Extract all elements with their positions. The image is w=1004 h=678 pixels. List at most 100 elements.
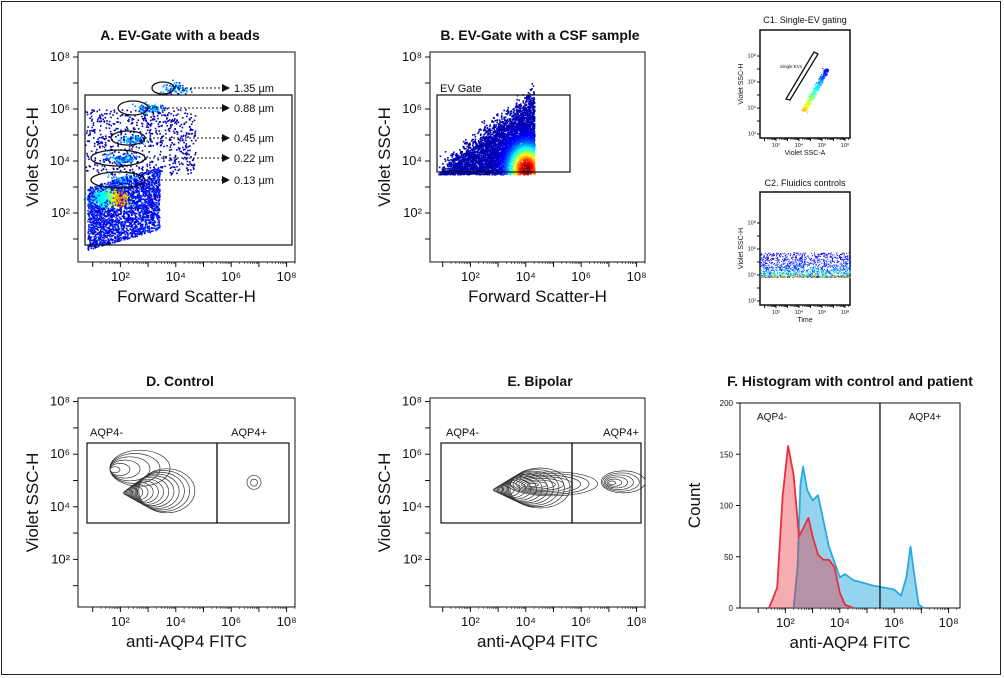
event-point xyxy=(183,89,186,91)
event-point xyxy=(120,196,123,198)
event-point xyxy=(135,208,137,210)
event-point xyxy=(102,191,105,194)
event-point xyxy=(193,119,196,122)
event-point xyxy=(132,128,135,130)
event-point xyxy=(144,145,146,147)
event-point xyxy=(89,186,92,189)
event-point xyxy=(107,210,109,212)
event-point xyxy=(118,233,121,235)
event-point xyxy=(126,177,128,179)
event-point xyxy=(115,202,117,204)
event-point xyxy=(153,186,155,189)
event-point xyxy=(99,224,101,226)
event-point xyxy=(111,206,114,209)
event-point xyxy=(177,87,179,89)
event-point xyxy=(90,129,93,132)
event-point xyxy=(129,195,132,198)
event-point xyxy=(135,158,138,160)
event-point xyxy=(129,209,131,212)
event-point xyxy=(181,138,184,141)
event-point xyxy=(164,114,166,116)
event-point xyxy=(172,130,175,133)
event-point xyxy=(126,220,129,223)
event-point xyxy=(115,127,118,130)
event-point xyxy=(187,149,189,152)
event-point xyxy=(122,200,124,203)
event-point xyxy=(135,152,138,154)
event-point xyxy=(129,199,132,201)
event-point xyxy=(98,114,101,117)
event-point xyxy=(156,196,159,199)
event-point xyxy=(110,173,112,175)
event-point xyxy=(89,165,91,168)
event-point xyxy=(120,204,123,207)
event-point xyxy=(104,144,107,147)
event-point xyxy=(115,157,117,160)
event-point xyxy=(99,146,101,149)
event-point xyxy=(91,211,94,213)
event-point xyxy=(108,222,110,225)
event-point xyxy=(168,149,171,151)
event-point xyxy=(130,138,133,140)
event-point xyxy=(117,158,119,160)
event-point xyxy=(135,165,138,167)
event-point xyxy=(97,211,100,213)
event-point xyxy=(154,177,156,180)
event-point xyxy=(99,190,101,193)
event-point xyxy=(146,223,148,226)
event-point xyxy=(125,136,128,138)
event-point xyxy=(90,244,93,247)
event-point xyxy=(114,211,116,213)
event-point xyxy=(122,191,125,193)
event-point xyxy=(126,180,129,182)
event-point xyxy=(91,186,93,189)
event-point xyxy=(166,107,169,110)
event-point xyxy=(186,160,189,163)
event-point xyxy=(122,227,125,230)
event-point xyxy=(140,182,143,184)
event-point xyxy=(91,226,94,229)
event-point xyxy=(507,145,510,148)
event-point xyxy=(103,213,105,215)
event-point xyxy=(101,227,103,230)
event-point xyxy=(124,196,127,198)
event-point xyxy=(149,139,151,141)
event-point xyxy=(189,125,191,128)
event-point xyxy=(149,135,152,137)
event-point xyxy=(132,219,134,222)
event-point xyxy=(185,146,187,148)
event-point xyxy=(138,228,140,230)
event-point xyxy=(169,167,172,169)
event-point xyxy=(113,168,115,171)
event-point xyxy=(150,195,153,198)
event-point xyxy=(180,123,183,126)
event-point xyxy=(118,151,120,154)
event-point xyxy=(147,226,150,229)
event-point xyxy=(130,176,133,178)
event-point xyxy=(91,242,94,245)
event-point xyxy=(96,120,99,123)
event-point xyxy=(133,183,136,185)
event-point xyxy=(118,230,120,233)
event-point xyxy=(155,206,158,209)
event-point xyxy=(94,205,97,208)
event-point xyxy=(121,205,124,208)
event-point xyxy=(145,205,148,207)
event-point xyxy=(190,163,193,166)
event-point xyxy=(88,223,90,226)
event-point xyxy=(97,188,100,190)
event-point xyxy=(119,240,121,242)
event-point xyxy=(117,184,119,186)
event-point xyxy=(113,190,116,193)
event-point xyxy=(156,108,159,111)
event-point xyxy=(109,231,111,233)
x-tick-label: 10² xyxy=(461,269,480,284)
event-point xyxy=(104,158,107,161)
event-point xyxy=(137,174,140,177)
event-point xyxy=(159,137,162,140)
event-point xyxy=(128,216,130,218)
event-point xyxy=(161,124,163,127)
event-point xyxy=(143,185,145,187)
event-point xyxy=(137,182,140,185)
event-point xyxy=(148,231,151,233)
